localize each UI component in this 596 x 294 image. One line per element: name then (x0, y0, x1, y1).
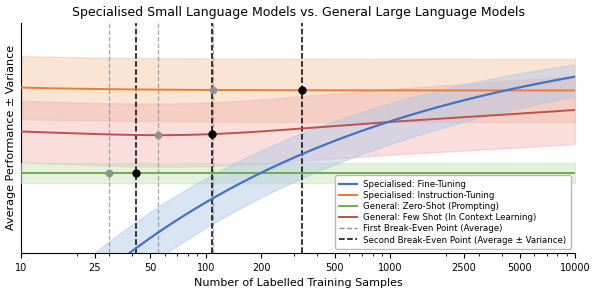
Legend: Specialised: Fine-Tuning, Specialised: Instruction-Tuning, General: Zero-Shot (P: Specialised: Fine-Tuning, Specialised: I… (335, 176, 571, 249)
General: Zero-Shot (Prompting): (266, 0.38): Zero-Shot (Prompting): (266, 0.38) (281, 171, 288, 175)
Specialised: Instruction-Tuning: (2.88e+03, 0.72): Instruction-Tuning: (2.88e+03, 0.72) (471, 89, 479, 92)
Line: General: Few Shot (In Context Learning): General: Few Shot (In Context Learning) (21, 110, 575, 135)
General: Zero-Shot (Prompting): (10, 0.38): Zero-Shot (Prompting): (10, 0.38) (17, 171, 24, 175)
Specialised: Fine-Tuning: (420, 0.49): Fine-Tuning: (420, 0.49) (317, 145, 324, 148)
Specialised: Instruction-Tuning: (10, 0.732): Instruction-Tuning: (10, 0.732) (17, 86, 24, 89)
General: Few Shot (In Context Learning): (426, 0.57): Few Shot (In Context Learning): (426, 0.… (318, 125, 325, 129)
General: Zero-Shot (Prompting): (610, 0.38): Zero-Shot (Prompting): (610, 0.38) (347, 171, 355, 175)
X-axis label: Number of Labelled Training Samples: Number of Labelled Training Samples (194, 278, 402, 288)
Y-axis label: Average Performance ± Variance: Average Performance ± Variance (5, 45, 15, 230)
Specialised: Instruction-Tuning: (1e+04, 0.72): Instruction-Tuning: (1e+04, 0.72) (572, 89, 579, 92)
Line: Specialised: Instruction-Tuning: Specialised: Instruction-Tuning (21, 88, 575, 91)
General: Zero-Shot (Prompting): (2.88e+03, 0.38): Zero-Shot (Prompting): (2.88e+03, 0.38) (471, 171, 479, 175)
Specialised: Instruction-Tuning: (266, 0.721): Instruction-Tuning: (266, 0.721) (281, 88, 288, 92)
General: Few Shot (In Context Learning): (8.59e+03, 0.636): Few Shot (In Context Learning): (8.59e+0… (559, 109, 566, 113)
Line: Specialised: Fine-Tuning: Specialised: Fine-Tuning (21, 77, 575, 294)
Specialised: Fine-Tuning: (610, 0.538): Fine-Tuning: (610, 0.538) (347, 133, 355, 136)
Specialised: Instruction-Tuning: (277, 0.721): Instruction-Tuning: (277, 0.721) (284, 88, 291, 92)
Specialised: Fine-Tuning: (277, 0.432): Fine-Tuning: (277, 0.432) (284, 159, 291, 162)
General: Few Shot (In Context Learning): (10, 0.551): Few Shot (In Context Learning): (10, 0.5… (17, 130, 24, 133)
General: Few Shot (In Context Learning): (281, 0.559): Few Shot (In Context Learning): (281, 0.… (285, 128, 292, 131)
Specialised: Instruction-Tuning: (8.47e+03, 0.72): Instruction-Tuning: (8.47e+03, 0.72) (558, 89, 566, 92)
General: Zero-Shot (Prompting): (420, 0.38): Zero-Shot (Prompting): (420, 0.38) (317, 171, 324, 175)
Specialised: Fine-Tuning: (2.88e+03, 0.691): Fine-Tuning: (2.88e+03, 0.691) (471, 96, 479, 99)
Title: Specialised Small Language Models vs. General Large Language Models: Specialised Small Language Models vs. Ge… (72, 6, 524, 19)
General: Few Shot (In Context Learning): (619, 0.579): Few Shot (In Context Learning): (619, 0.… (349, 123, 356, 126)
Specialised: Fine-Tuning: (1e+04, 0.777): Fine-Tuning: (1e+04, 0.777) (572, 75, 579, 78)
General: Zero-Shot (Prompting): (277, 0.38): Zero-Shot (Prompting): (277, 0.38) (284, 171, 291, 175)
Specialised: Fine-Tuning: (266, 0.426): Fine-Tuning: (266, 0.426) (281, 160, 288, 164)
General: Few Shot (In Context Learning): (55.7, 0.536): Few Shot (In Context Learning): (55.7, 0… (155, 133, 162, 137)
General: Few Shot (In Context Learning): (2.92e+03, 0.613): Few Shot (In Context Learning): (2.92e+0… (473, 115, 480, 118)
Specialised: Instruction-Tuning: (610, 0.721): Instruction-Tuning: (610, 0.721) (347, 88, 355, 92)
General: Few Shot (In Context Learning): (1e+04, 0.64): Few Shot (In Context Learning): (1e+04, … (572, 108, 579, 112)
General: Zero-Shot (Prompting): (8.47e+03, 0.38): Zero-Shot (Prompting): (8.47e+03, 0.38) (558, 171, 566, 175)
General: Few Shot (In Context Learning): (270, 0.558): Few Shot (In Context Learning): (270, 0.… (282, 128, 289, 131)
Specialised: Instruction-Tuning: (420, 0.721): Instruction-Tuning: (420, 0.721) (317, 88, 324, 92)
General: Zero-Shot (Prompting): (1e+04, 0.38): Zero-Shot (Prompting): (1e+04, 0.38) (572, 171, 579, 175)
Specialised: Fine-Tuning: (8.47e+03, 0.767): Fine-Tuning: (8.47e+03, 0.767) (558, 77, 566, 81)
